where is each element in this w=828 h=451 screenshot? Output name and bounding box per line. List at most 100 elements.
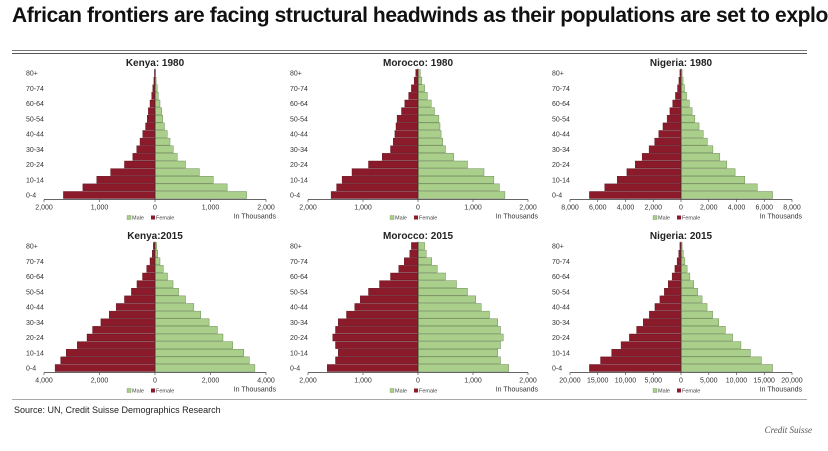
legend-male-swatch [389, 388, 395, 393]
bar-male-55-59 [680, 107, 693, 115]
bar-female-25-29 [641, 153, 682, 161]
bar-male-50-54 [680, 115, 696, 123]
bar-male-40-44 [154, 303, 195, 311]
bar-female-50-54 [131, 288, 156, 296]
bar-male-0-4 [680, 191, 773, 199]
bar-female-55-59 [136, 280, 156, 288]
bar-female-65-69 [675, 92, 682, 100]
legend-female-swatch [414, 215, 418, 220]
bar-male-20-24 [154, 333, 224, 342]
age-label: 50-54 [290, 289, 308, 296]
legend-female-swatch [677, 215, 681, 220]
age-label: 50-54 [552, 289, 570, 296]
age-label: 0-4 [290, 366, 300, 373]
bar-male-35-39 [417, 310, 490, 319]
bar-male-10-14 [680, 349, 751, 357]
bar-male-70-74 [154, 257, 161, 265]
bar-female-65-69 [151, 92, 156, 100]
chart-title: Kenya:2015 [127, 231, 183, 242]
bar-male-75-79 [417, 76, 423, 85]
bar-female-30-34 [648, 145, 682, 153]
bar-male-25-29 [417, 153, 454, 161]
bar-male-35-39 [154, 310, 201, 319]
bar-female-20-24 [368, 160, 419, 169]
legend-male-label: Male [658, 216, 670, 222]
bar-female-70-74 [677, 84, 682, 92]
x-tick-label: 1,000 [464, 378, 482, 385]
bar-male-45-49 [154, 122, 165, 131]
bar-female-60-64 [142, 272, 156, 281]
legend-male-swatch [389, 215, 395, 220]
bar-male-15-19 [417, 168, 485, 176]
bar-male-5-9 [417, 356, 501, 365]
x-tick-label: 4,000 [257, 378, 275, 385]
bar-female-10-14 [96, 176, 156, 184]
bar-female-15-19 [335, 341, 419, 349]
bar-male-15-19 [680, 168, 736, 176]
age-label: 0-4 [26, 193, 36, 200]
bar-male-65-69 [417, 92, 428, 100]
x-tick-label: 2,000 [91, 378, 109, 385]
bar-male-50-54 [417, 288, 468, 296]
bar-female-15-19 [620, 341, 682, 349]
bar-male-45-49 [680, 122, 700, 131]
bar-male-35-39 [680, 310, 713, 319]
legend-male-swatch [126, 215, 132, 220]
x-tick-label: 2,000 [35, 205, 53, 212]
bar-female-30-34 [100, 318, 156, 326]
age-label: 20-24 [552, 335, 570, 342]
legend-female-label: Female [682, 389, 700, 395]
age-label: 40-44 [26, 132, 44, 139]
bar-female-10-14 [611, 349, 682, 357]
age-label: 0-4 [290, 193, 300, 200]
bar-female-15-19 [77, 341, 156, 349]
age-label: 20-24 [290, 162, 308, 169]
bar-male-30-34 [154, 145, 174, 153]
legend-female-label: Female [419, 389, 437, 395]
bar-male-45-49 [417, 295, 476, 304]
unit-label: In Thousands [760, 214, 803, 221]
bar-female-75-79 [413, 76, 419, 85]
bar-male-75-79 [680, 76, 684, 85]
age-label: 60-64 [552, 274, 570, 281]
x-tick-label: 4,000 [728, 205, 746, 212]
x-tick-label: 2,000 [299, 378, 317, 385]
bar-female-5-9 [336, 183, 419, 192]
bar-male-40-44 [154, 130, 168, 138]
bar-female-0-4 [54, 364, 156, 372]
bar-male-65-69 [680, 265, 688, 273]
bar-male-65-69 [680, 92, 687, 100]
population-pyramids-figure: Kenya: 1980 0-4 10-14 20-24 30-34 40-44 50-54 6… [26, 58, 803, 395]
age-label: 70-74 [26, 86, 44, 93]
x-tick-label: 2,000 [299, 205, 317, 212]
pyramid-chart-5: Morocco: 2015 0-4 10-14 20-24 30-34 40-44 50-5… [290, 231, 538, 395]
bar-female-70-74 [411, 84, 419, 92]
unit-label: In Thousands [234, 387, 277, 394]
bar-male-0-4 [417, 364, 509, 372]
legend-male-swatch [652, 215, 658, 220]
age-label: 70-74 [290, 86, 308, 93]
bar-male-20-24 [417, 160, 468, 169]
age-label: 80+ [552, 244, 564, 251]
x-tick-label: 4,000 [617, 205, 635, 212]
bar-female-25-29 [382, 153, 419, 161]
bar-male-55-59 [417, 280, 457, 288]
age-label: 10-14 [290, 350, 308, 357]
source-rule [12, 399, 807, 400]
bar-female-40-44 [658, 130, 682, 138]
age-label: 30-34 [552, 147, 570, 154]
x-tick-label: 2,000 [202, 378, 220, 385]
age-label: 20-24 [26, 162, 44, 169]
bar-male-15-19 [417, 341, 501, 349]
x-tick-label: 6,000 [755, 205, 773, 212]
x-tick-label: 4,000 [35, 378, 53, 385]
age-label: 50-54 [290, 116, 308, 123]
bar-male-65-69 [154, 265, 164, 273]
bar-male-15-19 [680, 341, 742, 349]
age-label: 10-14 [552, 177, 570, 184]
x-tick-label: 20,000 [559, 378, 581, 385]
bar-female-45-49 [124, 295, 156, 304]
x-tick-label: 1,000 [464, 205, 482, 212]
x-tick-label: 2,000 [519, 205, 537, 212]
bar-male-40-44 [680, 303, 708, 311]
